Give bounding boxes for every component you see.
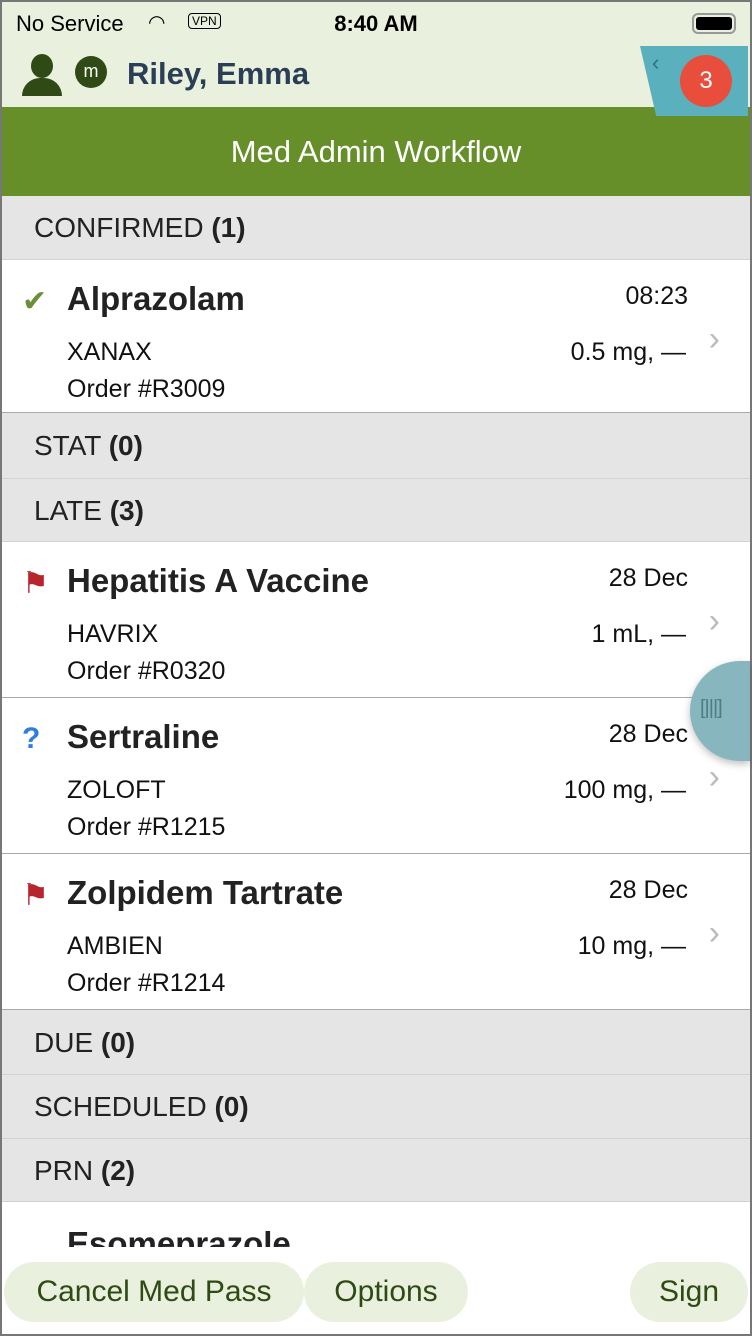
med-list: CONFIRMED (1) ✔ Alprazolam 08:23 XANAX 0… <box>2 196 750 1262</box>
med-brand: AMBIEN <box>67 932 163 960</box>
vpn-badge: VPN <box>188 13 221 29</box>
section-label: PRN <box>34 1155 94 1186</box>
med-name: Zolpidem Tartrate <box>67 874 344 911</box>
question-icon: ? <box>22 722 41 755</box>
check-icon: ✔ <box>22 285 48 318</box>
flag-icon: ⚑ <box>22 567 49 600</box>
section-count: (2) <box>100 1155 136 1186</box>
section-label: DUE <box>34 1027 94 1058</box>
section-label: LATE <box>34 495 102 526</box>
chevron-left-icon: ‹ <box>652 50 660 75</box>
flag-icon: ⚑ <box>22 879 49 912</box>
options-button[interactable]: Options <box>304 1262 468 1322</box>
chevron-right-icon: › <box>708 602 720 640</box>
sign-button[interactable]: Sign <box>630 1262 748 1322</box>
carrier-label: No Service <box>16 11 124 36</box>
med-brand: ZOLOFT <box>67 776 166 804</box>
med-dose: 0.5 mg, — <box>570 338 686 366</box>
med-row-esomeprazole[interactable]: Esomeprazole <box>2 1202 750 1262</box>
med-name: Hepatitis A Vaccine <box>67 562 370 599</box>
patient-header: m Riley, Emma <box>2 46 750 107</box>
notifications-tab[interactable]: ‹ 3 <box>640 46 748 116</box>
section-stat[interactable]: STAT (0) <box>2 413 750 479</box>
section-scheduled[interactable]: SCHEDULED (0) <box>2 1075 750 1139</box>
med-time: 28 Dec <box>608 720 688 748</box>
section-label: SCHEDULED <box>34 1091 207 1122</box>
med-time: 28 Dec <box>608 876 688 904</box>
med-name: Sertraline <box>67 718 220 755</box>
section-label: STAT <box>34 430 101 461</box>
med-dose: 10 mg, — <box>577 932 686 960</box>
med-row-alprazolam[interactable]: ✔ Alprazolam 08:23 XANAX 0.5 mg, — Order… <box>2 260 750 413</box>
cancel-med-pass-button[interactable]: Cancel Med Pass <box>4 1262 304 1322</box>
med-dose: 1 mL, — <box>591 620 686 648</box>
section-count: (0) <box>100 1027 136 1058</box>
med-row-hepatitis-a[interactable]: ⚑ Hepatitis A Vaccine 28 Dec HAVRIX 1 mL… <box>2 542 750 698</box>
wifi-icon: ◠ <box>148 12 166 34</box>
med-order: Order #R1214 <box>67 969 226 997</box>
med-order: Order #R0320 <box>67 657 226 685</box>
person-icon <box>20 54 64 96</box>
med-time: 08:23 <box>625 282 688 310</box>
patient-name[interactable]: Riley, Emma <box>127 56 310 91</box>
section-count: (0) <box>108 430 143 461</box>
section-count: (0) <box>214 1091 249 1122</box>
med-dose: 100 mg, — <box>563 776 686 804</box>
chevron-right-icon: › <box>708 320 720 358</box>
med-time: 28 Dec <box>608 564 688 592</box>
med-brand: XANAX <box>67 338 152 366</box>
med-name: Alprazolam <box>67 280 245 317</box>
med-row-sertraline[interactable]: ? Sertraline 28 Dec ZOLOFT 100 mg, — Ord… <box>2 698 750 854</box>
page-title: Med Admin Workflow <box>2 107 750 196</box>
med-order: Order #R3009 <box>67 375 226 403</box>
bottom-toolbar: Cancel Med Pass Options Sign <box>2 1247 750 1334</box>
med-brand: HAVRIX <box>67 620 159 648</box>
section-prn[interactable]: PRN (2) <box>2 1139 750 1202</box>
section-count: (1) <box>211 212 246 243</box>
med-order: Order #R1215 <box>67 813 226 841</box>
clock: 8:40 AM <box>334 11 418 36</box>
battery-icon <box>692 13 736 34</box>
chevron-right-icon: › <box>708 914 720 952</box>
chevron-right-icon: › <box>708 758 720 796</box>
section-label: CONFIRMED <box>34 212 204 243</box>
section-count: (3) <box>109 495 144 526</box>
section-confirmed[interactable]: CONFIRMED (1) <box>2 196 750 260</box>
med-row-zolpidem[interactable]: ⚑ Zolpidem Tartrate 28 Dec AMBIEN 10 mg,… <box>2 854 750 1010</box>
section-due[interactable]: DUE (0) <box>2 1010 750 1075</box>
notification-count-badge: 3 <box>680 55 732 107</box>
patient-initial-badge: m <box>75 56 107 88</box>
section-late[interactable]: LATE (3) <box>2 479 750 542</box>
barcode-icon: [|||] <box>700 697 723 719</box>
status-bar: No Service ◠ VPN 8:40 AM <box>2 2 750 46</box>
